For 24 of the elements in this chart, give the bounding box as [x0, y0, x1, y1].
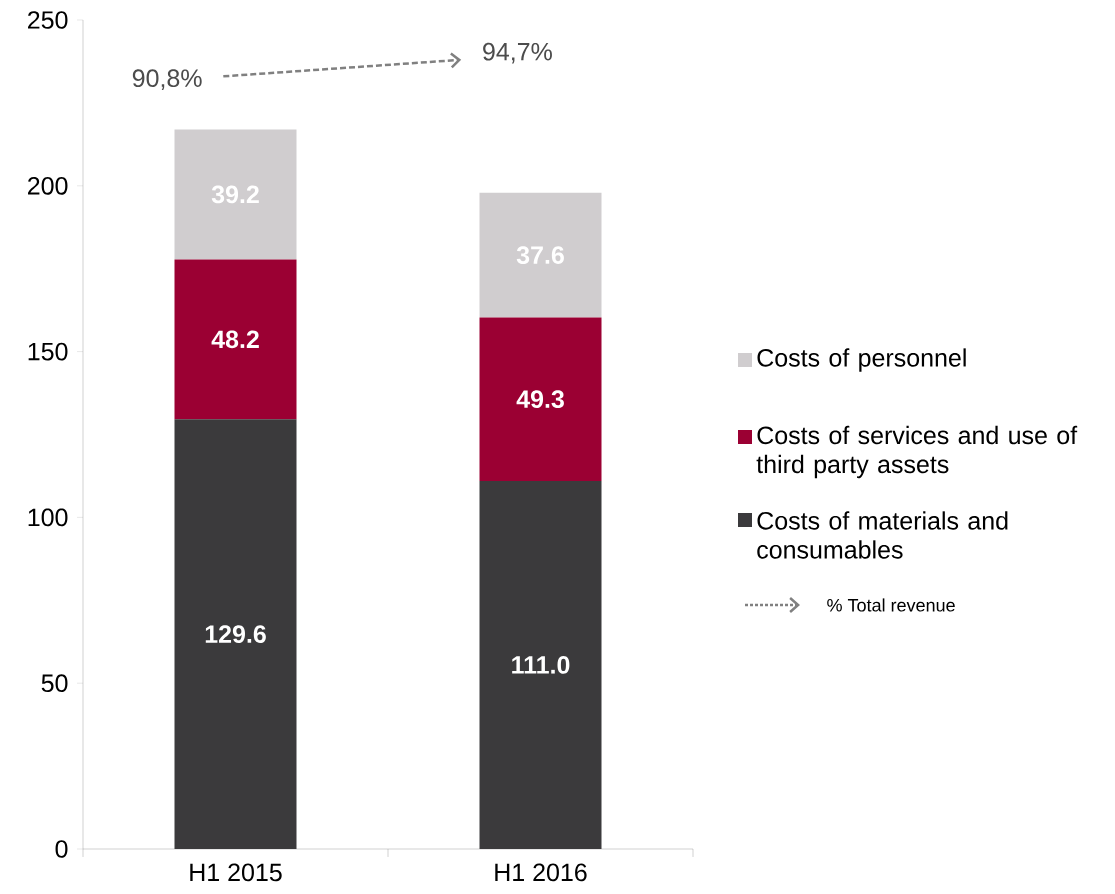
y-tick-label: 200 [28, 176, 68, 195]
bar [479, 480, 602, 849]
x-tick-label: H1 2015 [190, 863, 282, 882]
data-label: 49.3 [516, 390, 564, 409]
text: % Total revenue [827, 598, 955, 612]
data-label: 111.0 [512, 656, 570, 674]
legend-label: Costs of services and use of third party assets [756, 425, 1078, 479]
data-label: 129.6 [205, 625, 266, 643]
annotation: 90,8% [132, 69, 202, 91]
x-tick-label: H1 2016 [495, 863, 587, 882]
bar [479, 317, 602, 481]
bar [479, 192, 602, 318]
bar [174, 259, 297, 420]
data-label: 48.2 [211, 330, 259, 349]
bar [174, 129, 297, 260]
y-tick-label: 100 [28, 508, 68, 527]
y-tick-label: 50 [41, 674, 68, 693]
legend-label: Costs of materials and consumables [757, 511, 1008, 559]
bar [174, 419, 297, 849]
y-tick-label: 250 [28, 11, 68, 29]
y-tick-label: 0 [55, 840, 68, 858]
legend-label: Costs of personnel [757, 348, 966, 372]
y-tick-label: 150 [28, 342, 68, 361]
annotation: 94,7% [483, 42, 552, 64]
